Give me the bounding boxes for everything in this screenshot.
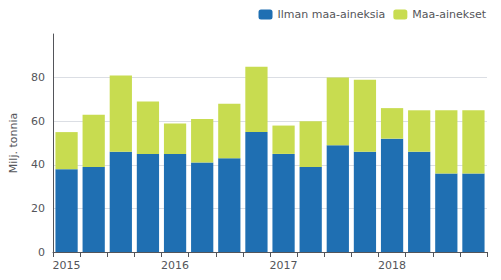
svg-text:2018: 2018 [378, 259, 406, 272]
svg-text:0: 0 [38, 246, 45, 259]
svg-text:60: 60 [31, 115, 45, 128]
svg-text:2016: 2016 [161, 259, 189, 272]
svg-text:2015: 2015 [53, 259, 81, 272]
svg-text:Milj. tonnia: Milj. tonnia [7, 113, 20, 173]
svg-text:Maa-ainekset: Maa-ainekset [412, 8, 486, 21]
svg-text:Ilman maa-aineksia: Ilman maa-aineksia [278, 8, 386, 21]
svg-text:80: 80 [31, 71, 45, 84]
svg-text:40: 40 [31, 158, 45, 171]
svg-text:2017: 2017 [270, 259, 298, 272]
svg-text:20: 20 [31, 202, 45, 215]
